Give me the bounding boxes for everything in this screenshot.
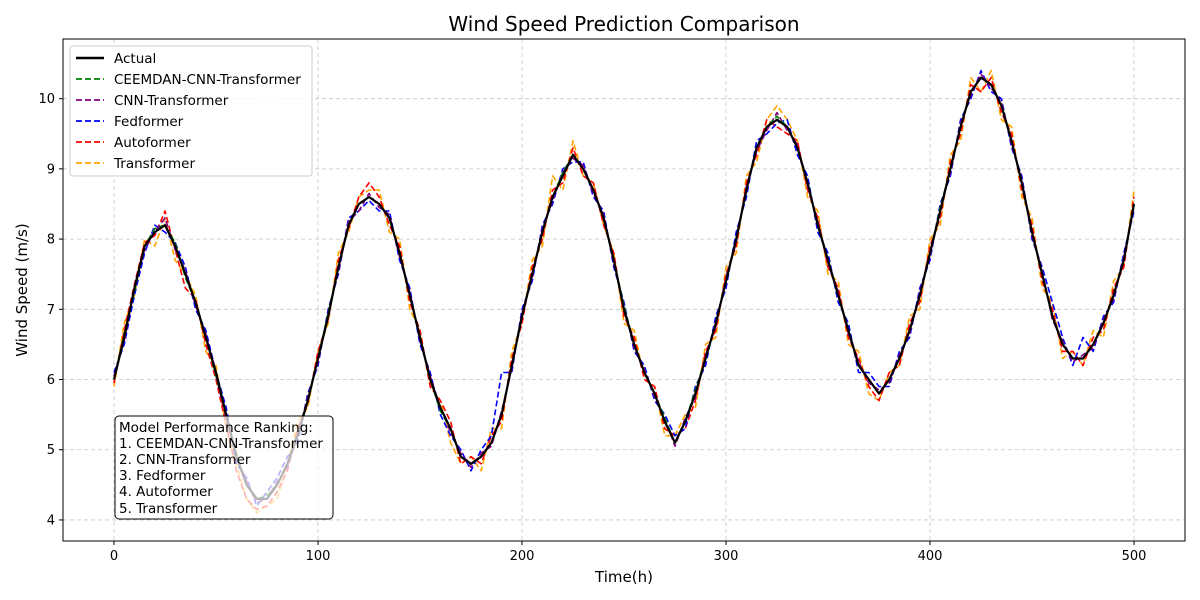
y-tick-label: 4 [47,513,55,528]
y-tick-label: 7 [47,303,55,318]
plot-frame [62,38,1186,542]
y-axis-label: Wind Speed (m/s) [13,223,31,356]
legend-label-actual: Actual [114,51,156,67]
ranking-item: 1. CEEMDAN-CNN-Transformer [119,436,323,452]
performance-ranking-box: Model Performance Ranking: 1. CEEMDAN-CN… [114,415,334,520]
y-tick-label: 10 [38,92,55,107]
x-tick-label: 300 [714,549,739,564]
y-tick-label: 6 [47,373,55,388]
ranking-item: 2. CNN-Transformer [119,452,251,468]
x-tick-label: 100 [306,549,331,564]
x-axis: 0 100 200 300 400 500 [110,541,1147,564]
legend-label-cnn-transformer: CNN-Transformer [114,93,229,109]
ranking-item: 3. Fedformer [119,468,206,484]
x-tick-label: 500 [1122,549,1147,564]
chart-title: Wind Speed Prediction Comparison [448,12,799,36]
y-tick-label: 9 [47,162,55,177]
x-tick-label: 200 [510,549,535,564]
y-tick-label: 8 [47,233,55,248]
legend-label-fedformer: Fedformer [114,114,184,130]
x-tick-label: 0 [110,549,118,564]
x-axis-label: Time(h) [594,568,653,586]
ranking-item: 4. Autoformer [119,484,213,500]
y-tick-label: 5 [47,443,55,458]
legend: Actual CEEMDAN-CNN-Transformer CNN-Transfo… [69,45,313,177]
legend-label-ceemdan-cnn-transformer: CEEMDAN-CNN-Transformer [114,72,301,88]
ranking-item: 5. Transformer [119,501,218,517]
y-axis: 4 5 6 7 8 9 10 [38,92,63,528]
x-tick-label: 400 [918,549,943,564]
legend-label-autoformer: Autoformer [114,135,191,151]
ranking-box-frame [114,415,334,520]
ranking-title: Model Performance Ranking: [119,420,313,436]
legend-label-transformer: Transformer [113,156,195,172]
legend-box [69,45,313,177]
